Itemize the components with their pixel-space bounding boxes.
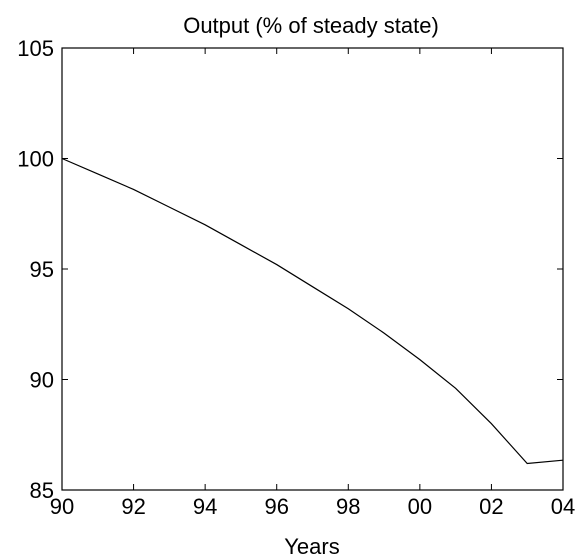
chart-title: Output (% of steady state) <box>183 13 439 38</box>
y-tick-label: 85 <box>30 478 54 503</box>
x-tick-label: 04 <box>551 494 575 519</box>
plot-frame <box>61 47 564 491</box>
series-line <box>61 157 564 465</box>
y-tick-label: 100 <box>17 147 54 172</box>
x-tick-label: 02 <box>479 494 503 519</box>
x-tick-label: 90 <box>50 494 74 519</box>
y-axis: 85 90 95 100 105 <box>17 36 563 503</box>
x-tick-label: 92 <box>121 494 145 519</box>
series-layer <box>61 157 564 465</box>
x-tick-label: 98 <box>336 494 360 519</box>
y-tick-label: 95 <box>30 257 54 282</box>
y-tick-label: 90 <box>30 368 54 393</box>
y-tick-label: 105 <box>17 36 54 61</box>
x-axis: 90 92 94 96 98 00 02 04 <box>50 48 575 519</box>
x-tick-label: 00 <box>408 494 432 519</box>
x-tick-label: 94 <box>193 494 217 519</box>
x-tick-label: 96 <box>264 494 288 519</box>
x-axis-label: Years <box>284 534 339 559</box>
